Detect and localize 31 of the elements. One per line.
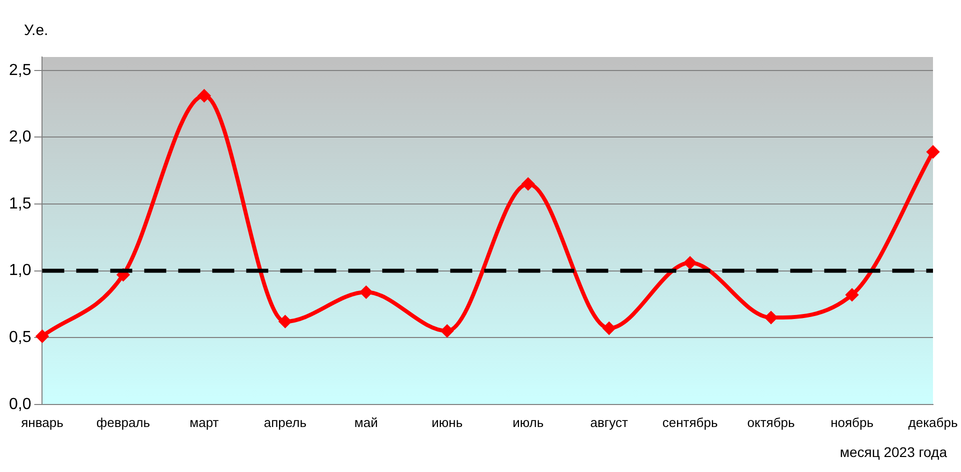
point bbox=[765, 312, 778, 324]
x-tick-label: июнь bbox=[432, 414, 463, 430]
point bbox=[522, 178, 534, 190]
x-tick-label: октябрь bbox=[747, 414, 796, 430]
point bbox=[279, 316, 292, 328]
x-tick-label: февраль bbox=[96, 414, 150, 430]
x-tick-label: апрель bbox=[264, 414, 307, 430]
y-tick-label: 2,5 bbox=[8, 62, 32, 79]
x-tick-label: декабрь bbox=[908, 414, 958, 430]
x-tick-label: август bbox=[590, 414, 628, 430]
point bbox=[360, 286, 372, 298]
x-tick-label: май bbox=[354, 414, 378, 430]
y-tick-label: 0,0 bbox=[8, 396, 32, 413]
y-tick-label: 1,5 bbox=[8, 195, 32, 212]
x-tick-label: ноябрь bbox=[830, 414, 874, 430]
x-axis-title: месяц 2023 года bbox=[840, 444, 947, 460]
point bbox=[603, 322, 616, 334]
point bbox=[846, 288, 858, 301]
x-tick-label: сентябрь bbox=[662, 414, 718, 430]
y-tick-label: 0,5 bbox=[8, 329, 32, 346]
point bbox=[198, 90, 210, 102]
y-tick-label: 2,0 bbox=[8, 128, 32, 146]
x-tick-label: март bbox=[190, 414, 219, 430]
y-tick-label: 1,0 bbox=[8, 262, 32, 280]
x-tick-label: январь bbox=[21, 414, 64, 430]
point bbox=[684, 256, 696, 269]
y-axis-title: У.е. bbox=[24, 22, 48, 39]
point bbox=[927, 146, 939, 158]
x-tick-label: июль bbox=[512, 414, 544, 430]
point bbox=[36, 330, 48, 342]
point bbox=[441, 324, 454, 337]
